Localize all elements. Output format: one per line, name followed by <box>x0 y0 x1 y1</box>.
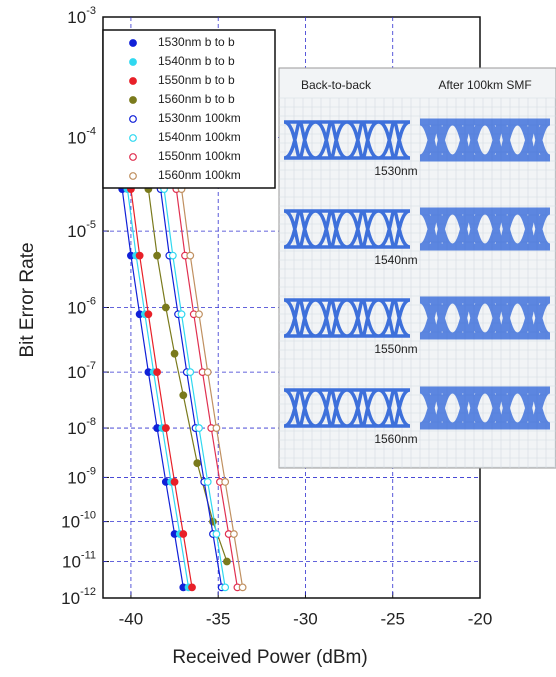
y-tick-label: 10-12 <box>61 586 96 609</box>
data-point <box>194 460 201 467</box>
data-point <box>171 350 178 357</box>
data-point <box>187 369 194 376</box>
legend-marker <box>130 40 137 47</box>
legend-marker <box>130 116 137 123</box>
legend-marker <box>130 59 137 66</box>
inset-header: After 100km SMF <box>438 78 531 92</box>
x-tick-label: -30 <box>293 609 318 628</box>
data-point <box>145 311 152 318</box>
legend-marker <box>130 135 137 142</box>
y-tick-label: 10-11 <box>62 549 96 572</box>
legend-label: 1540nm 100km <box>158 130 241 144</box>
data-point <box>222 584 229 591</box>
data-point <box>171 479 178 486</box>
data-point <box>154 369 161 376</box>
data-point <box>180 392 187 399</box>
data-point <box>204 479 211 486</box>
data-point <box>163 304 170 311</box>
data-point <box>189 584 196 591</box>
legend-marker <box>130 173 137 180</box>
y-tick-label: 10-7 <box>67 360 96 383</box>
series-line <box>127 189 188 587</box>
legend-label: 1550nm 100km <box>158 149 241 163</box>
x-tick-label: -20 <box>468 609 493 628</box>
x-axis-title: Received Power (dBm) <box>172 647 367 668</box>
data-point <box>196 425 203 432</box>
inset-wavelength: 1540nm <box>374 253 417 267</box>
inset-wavelength: 1550nm <box>374 342 417 356</box>
legend-label: 1560nm b to b <box>158 92 235 106</box>
data-point <box>180 531 187 538</box>
data-point <box>187 252 194 259</box>
x-tick-label: -40 <box>119 609 144 628</box>
data-point <box>204 369 211 376</box>
series-line <box>176 189 237 587</box>
y-tick-label: 10-9 <box>67 465 96 488</box>
legend-label: 1530nm b to b <box>158 35 235 49</box>
data-point <box>213 531 220 538</box>
data-point <box>224 558 231 565</box>
data-point <box>231 531 238 538</box>
y-tick-label: 10-5 <box>67 219 96 242</box>
legend-marker <box>130 154 137 161</box>
series-line <box>122 189 183 587</box>
chart: Received Power (dBm) Bit Error Rate -40 -… <box>0 0 556 672</box>
data-point <box>170 252 177 259</box>
legend-label: 1530nm 100km <box>158 111 241 125</box>
legend-label: 1560nm 100km <box>158 168 241 182</box>
data-point <box>196 311 203 318</box>
legend-label: 1550nm b to b <box>158 73 235 87</box>
y-tick-label: 10-3 <box>67 5 96 28</box>
y-tick-label: 10-4 <box>67 125 96 148</box>
data-point <box>213 425 220 432</box>
inset-wavelength: 1560nm <box>374 432 417 446</box>
data-point <box>239 584 246 591</box>
y-tick-label: 10-6 <box>67 295 96 318</box>
y-tick-label: 10-10 <box>61 509 96 532</box>
series-line <box>161 189 222 587</box>
inset-header: Back-to-back <box>301 78 372 92</box>
legend-label: 1540nm b to b <box>158 54 235 68</box>
x-tick-label: -25 <box>380 609 405 628</box>
series-line <box>131 189 192 587</box>
legend-marker <box>130 78 137 85</box>
data-point <box>163 425 170 432</box>
legend-marker <box>130 97 137 104</box>
y-tick-label: 10-8 <box>67 416 96 439</box>
y-axis-title: Bit Error Rate <box>17 242 38 357</box>
inset-wavelength: 1530nm <box>374 164 417 178</box>
x-tick-label: -35 <box>206 609 231 628</box>
data-point <box>222 479 229 486</box>
plot-area <box>119 186 246 591</box>
data-point <box>154 252 161 259</box>
data-point <box>136 252 143 259</box>
data-point <box>178 311 185 318</box>
